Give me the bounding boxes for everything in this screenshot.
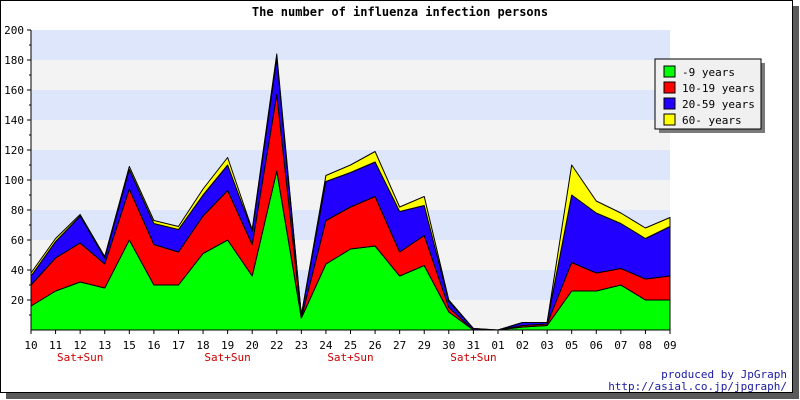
x-tick-label: 25	[344, 339, 357, 352]
x-tick-label: 05	[565, 339, 578, 352]
x-tick-label: 22	[270, 339, 283, 352]
grid-band	[31, 120, 670, 150]
legend-label: 10-19 years	[682, 82, 755, 95]
y-tick-label: 180	[4, 54, 24, 67]
credits-line2: http://asial.co.jp/jpgraph/	[608, 380, 787, 393]
legend-swatch	[663, 113, 676, 126]
weekend-label: Sat+Sun	[57, 351, 103, 364]
grid-band	[31, 60, 670, 90]
legend-label: 60- years	[682, 114, 742, 127]
legend-label: -9 years	[682, 66, 735, 79]
x-tick-label: 30	[442, 339, 455, 352]
x-tick-label: 06	[590, 339, 603, 352]
grid-band	[31, 30, 670, 60]
legend-swatch	[663, 81, 676, 94]
frame-shadow-bottom	[6, 393, 799, 399]
y-tick-label: 140	[4, 114, 24, 127]
y-axis-ticks: 20 40 60 80 100 120 140 160 180 200	[4, 24, 31, 316]
x-tick-label: 26	[368, 339, 381, 352]
x-tick-label: 29	[418, 339, 431, 352]
legend: -9 years 10-19 years 20-59 years 60- years	[654, 58, 765, 133]
x-tick-label: 27	[393, 339, 406, 352]
x-tick-label: 17	[172, 339, 185, 352]
x-tick-label: 16	[147, 339, 160, 352]
frame-shadow-right	[793, 6, 799, 398]
legend-swatch	[663, 65, 676, 78]
x-tick-label: 20	[246, 339, 259, 352]
x-axis-ticks: 10 11 12 13 15 16 17 18 19 20 22 23 24 25 26 27 29 30 31 01…	[24, 330, 677, 352]
weekend-label: Sat+Sun	[450, 351, 496, 364]
x-tick-label: 09	[663, 339, 676, 352]
legend-label: 20-59 years	[682, 98, 755, 111]
x-tick-label: 03	[540, 339, 553, 352]
y-tick-label: 120	[4, 144, 24, 157]
chart-title: The number of influenza infection person…	[252, 5, 548, 19]
x-tick-label: 13	[98, 339, 111, 352]
x-tick-label: 12	[74, 339, 87, 352]
y-tick-label: 40	[11, 264, 24, 277]
x-tick-label: 08	[639, 339, 652, 352]
weekend-label: Sat+Sun	[327, 351, 373, 364]
y-tick-label: 20	[11, 294, 24, 307]
stacked-areas	[30, 53, 671, 331]
x-tick-label: 10	[24, 339, 37, 352]
grid-band	[31, 90, 670, 120]
y-tick-label: 100	[4, 174, 24, 187]
credits-line1: produced by JpGraph	[661, 368, 787, 381]
x-tick-label: 07	[614, 339, 627, 352]
x-tick-label: 31	[467, 339, 480, 352]
x-tick-label: 02	[516, 339, 529, 352]
weekend-label: Sat+Sun	[204, 351, 250, 364]
x-tick-label: 23	[295, 339, 308, 352]
x-tick-label: 15	[123, 339, 136, 352]
y-tick-label: 60	[11, 234, 24, 247]
y-tick-label: 80	[11, 204, 24, 217]
x-tick-label: 11	[49, 339, 62, 352]
x-tick-label: 01	[491, 339, 504, 352]
legend-swatch	[663, 97, 676, 110]
x-tick-label: 19	[221, 339, 234, 352]
y-tick-label: 160	[4, 84, 24, 97]
y-tick-label: 200	[4, 24, 24, 37]
x-tick-label: 18	[196, 339, 209, 352]
weekend-labels: Sat+Sun Sat+Sun Sat+Sun Sat+Sun	[57, 351, 497, 364]
area-series	[30, 53, 671, 331]
x-tick-label: 24	[319, 339, 333, 352]
